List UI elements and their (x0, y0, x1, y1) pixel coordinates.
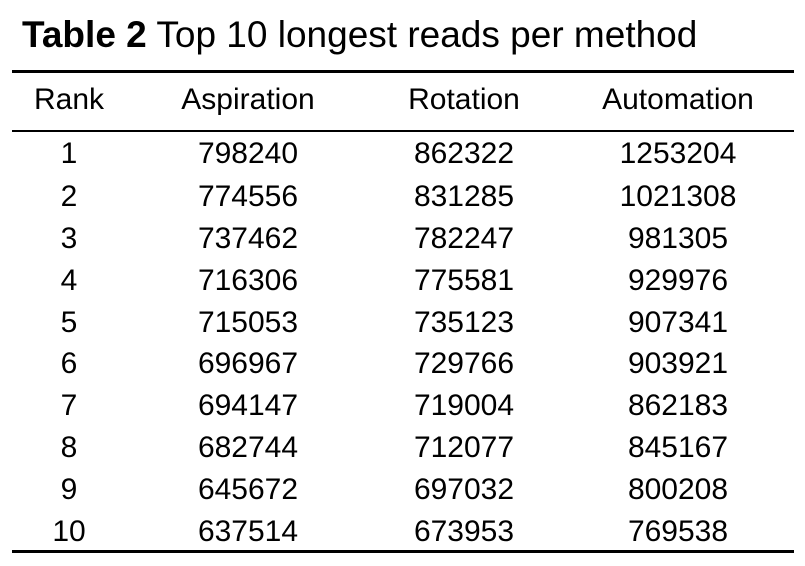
cell-aspiration: 715053 (197, 306, 299, 339)
cell-automation: 1021308 (619, 180, 737, 213)
cell-aspiration: 774556 (197, 180, 299, 213)
table-row: 10 637514 673953 769538 (12, 512, 794, 552)
cell-rotation: 831285 (413, 180, 515, 213)
table-label: Table 2 (22, 14, 147, 55)
cell-rank: 7 (60, 389, 78, 422)
cell-rank: 2 (60, 180, 78, 213)
cell-rank: 4 (60, 264, 78, 297)
table-row: 4 716306 775581 929976 (12, 261, 794, 301)
cell-rank: 3 (60, 222, 78, 255)
cell-rotation: 697032 (413, 473, 515, 506)
header-rule (12, 130, 794, 132)
cell-automation: 907341 (627, 306, 729, 339)
cell-aspiration: 716306 (197, 264, 299, 297)
cell-aspiration: 682744 (197, 431, 299, 464)
cell-automation: 845167 (627, 431, 729, 464)
table-row: 6 696967 729766 903921 (12, 344, 794, 384)
table-row: 3 737462 782247 981305 (12, 219, 794, 259)
cell-rotation: 862322 (413, 137, 515, 170)
cell-automation: 769538 (627, 515, 729, 548)
cell-aspiration: 694147 (197, 389, 299, 422)
cell-aspiration: 645672 (197, 473, 299, 506)
cell-aspiration: 798240 (197, 137, 299, 170)
cell-automation: 800208 (627, 473, 729, 506)
cell-rank: 8 (60, 431, 78, 464)
bottom-rule (12, 550, 794, 553)
header-aspiration: Aspiration (181, 83, 315, 116)
cell-rotation: 775581 (413, 264, 515, 297)
header-row: Rank Aspiration Rotation Automation (12, 80, 794, 120)
cell-rotation: 735123 (413, 306, 515, 339)
cell-rotation: 782247 (413, 222, 515, 255)
cell-rank: 1 (60, 137, 78, 170)
cell-automation: 1253204 (619, 137, 737, 170)
header-automation: Automation (602, 83, 754, 116)
table-row: 2 774556 831285 1021308 (12, 177, 794, 217)
cell-rank: 9 (60, 473, 78, 506)
cell-rotation: 673953 (413, 515, 515, 548)
table-row: 7 694147 719004 862183 (12, 386, 794, 426)
cell-rotation: 729766 (413, 347, 515, 380)
header-rank: Rank (33, 83, 105, 116)
cell-rotation: 719004 (413, 389, 515, 422)
cell-automation: 903921 (627, 347, 729, 380)
cell-rank: 6 (60, 347, 78, 380)
header-rotation: Rotation (408, 83, 520, 116)
cell-aspiration: 737462 (197, 222, 299, 255)
cell-aspiration: 696967 (197, 347, 299, 380)
cell-rank: 5 (60, 306, 78, 339)
table-row: 9 645672 697032 800208 (12, 470, 794, 510)
table-title: Top 10 longest reads per method (156, 14, 698, 55)
top-rule (12, 70, 794, 73)
table-row: 1 798240 862322 1253204 (12, 134, 794, 174)
cell-automation: 862183 (627, 389, 729, 422)
table-caption: Table 2 Top 10 longest reads per method (22, 12, 697, 58)
cell-rotation: 712077 (413, 431, 515, 464)
cell-rank: 10 (52, 515, 86, 548)
cell-automation: 981305 (627, 222, 729, 255)
table-row: 8 682744 712077 845167 (12, 428, 794, 468)
table-row: 5 715053 735123 907341 (12, 303, 794, 343)
cell-automation: 929976 (627, 264, 729, 297)
cell-aspiration: 637514 (197, 515, 299, 548)
